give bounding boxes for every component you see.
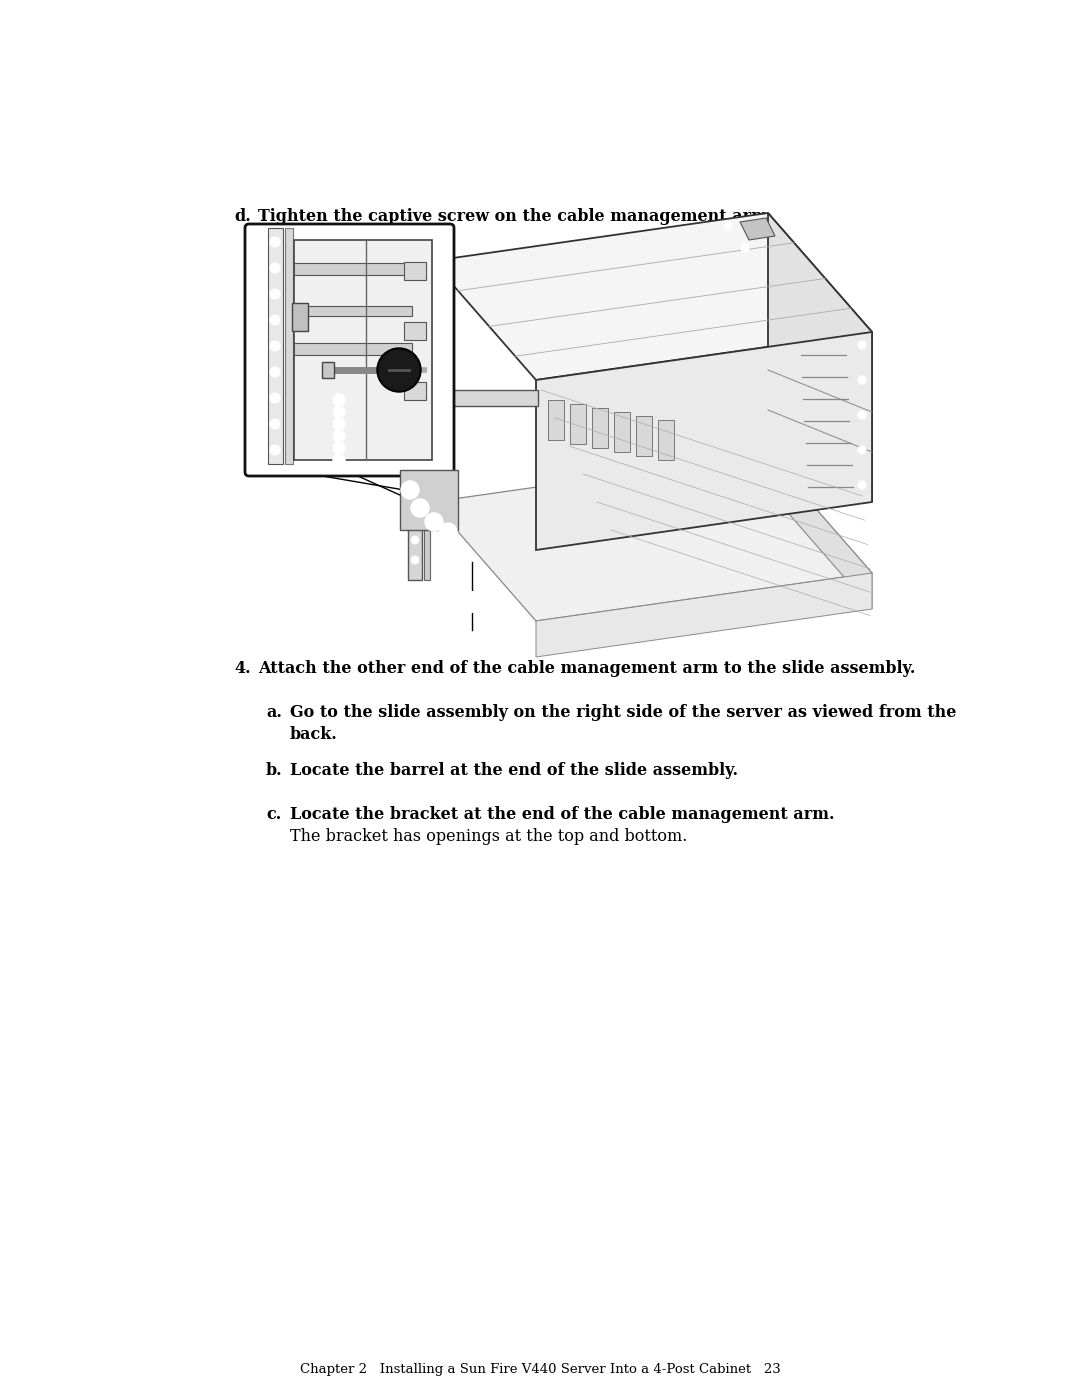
Text: Chapter 2   Installing a Sun Fire V440 Server Into a 4-Post Cabinet   23: Chapter 2 Installing a Sun Fire V440 Ser… [299,1363,781,1376]
Polygon shape [536,332,872,550]
Bar [294,263,411,275]
Polygon shape [432,454,872,622]
Text: a.: a. [266,704,282,721]
Text: Locate the bracket at the end of the cable management arm.: Locate the bracket at the end of the cab… [291,806,835,823]
Text: 4.: 4. [234,659,251,678]
Text: Attach the other end of the cable management arm to the slide assembly.: Attach the other end of the cable manage… [258,659,916,678]
Circle shape [411,436,419,444]
Circle shape [270,237,280,247]
Circle shape [411,515,419,524]
Circle shape [333,407,345,418]
Circle shape [270,263,280,272]
Polygon shape [768,454,872,609]
Circle shape [333,430,345,441]
Circle shape [270,419,280,429]
Circle shape [411,496,419,504]
Circle shape [270,314,280,326]
Text: Locate the barrel at the end of the slide assembly.: Locate the barrel at the end of the slid… [291,761,738,780]
Bar [322,362,334,379]
Circle shape [411,256,419,264]
Circle shape [270,289,280,299]
Circle shape [411,476,419,483]
Circle shape [333,418,345,430]
Circle shape [438,522,457,541]
Bar [424,225,430,580]
Bar [408,390,538,407]
Text: Tighten the captive screw on the cable management arm.: Tighten the captive screw on the cable m… [258,208,773,225]
Bar [294,344,411,355]
Circle shape [411,236,419,244]
Bar [658,420,674,460]
Bar [404,321,426,339]
Circle shape [401,481,419,499]
Circle shape [411,536,419,543]
Circle shape [270,367,280,377]
Bar [292,303,308,331]
Bar [294,306,411,316]
Circle shape [333,441,345,454]
Circle shape [426,513,443,531]
Text: d.: d. [234,208,251,225]
Circle shape [858,446,866,454]
Circle shape [411,296,419,305]
Text: b.: b. [266,761,283,780]
Circle shape [377,348,421,393]
Circle shape [724,222,732,231]
Circle shape [411,277,419,284]
Circle shape [411,499,429,517]
Circle shape [858,481,866,489]
Text: Go to the slide assembly on the right side of the server as viewed from the: Go to the slide assembly on the right si… [291,704,957,721]
Bar [404,263,426,279]
Bar [592,408,608,448]
Bar [400,469,458,529]
Circle shape [858,411,866,419]
Circle shape [411,556,419,564]
Circle shape [858,376,866,384]
Polygon shape [536,573,872,657]
Bar [268,228,283,464]
Circle shape [379,351,419,390]
Circle shape [411,356,419,365]
Bar [615,412,630,453]
Bar [294,240,432,460]
Text: c.: c. [266,806,281,823]
Bar [636,416,652,455]
Text: The bracket has openings at the top and bottom.: The bracket has openings at the top and … [291,828,687,845]
Circle shape [411,316,419,324]
Circle shape [411,376,419,384]
Circle shape [333,394,345,407]
Circle shape [270,393,280,402]
FancyBboxPatch shape [245,224,454,476]
Bar [404,381,426,400]
Polygon shape [740,218,775,240]
Circle shape [411,416,419,425]
Bar [285,228,293,464]
Bar [408,225,422,580]
Circle shape [741,244,750,251]
Circle shape [411,337,419,344]
Circle shape [411,395,419,404]
Circle shape [462,592,482,612]
Circle shape [858,341,866,349]
Bar [548,400,564,440]
Polygon shape [768,212,872,502]
Circle shape [270,446,280,455]
Circle shape [270,341,280,351]
Text: back.: back. [291,726,338,743]
Bar [570,404,586,444]
Circle shape [333,454,345,467]
Polygon shape [432,212,872,380]
Circle shape [411,455,419,464]
